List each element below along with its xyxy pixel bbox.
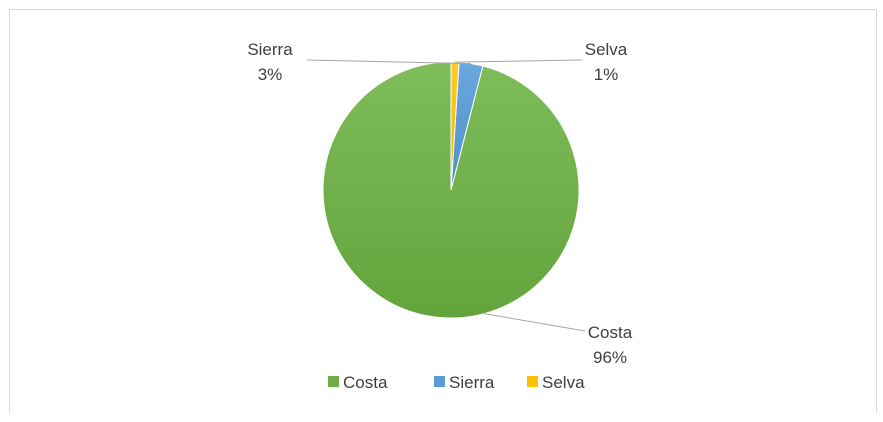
slice-label-name-costa: Costa [588, 323, 633, 342]
slice-label-name-selva: Selva [585, 40, 628, 59]
legend-label-sierra: Sierra [449, 373, 495, 392]
leader-line-selva [454, 59, 583, 63]
leader-line-costa [484, 313, 586, 332]
slice-label-value-sierra: 3% [258, 65, 283, 84]
legend-label-selva: Selva [542, 373, 585, 392]
slice-label-value-selva: 1% [594, 65, 619, 84]
leader-line-sierra [306, 59, 472, 65]
slice-label-name-sierra: Sierra [247, 40, 293, 59]
legend-label-costa: Costa [343, 373, 388, 392]
legend-swatch-costa [328, 376, 339, 387]
slice-label-value-costa: 96% [593, 348, 627, 367]
legend-swatch-sierra [434, 376, 445, 387]
legend-swatch-selva [527, 376, 538, 387]
